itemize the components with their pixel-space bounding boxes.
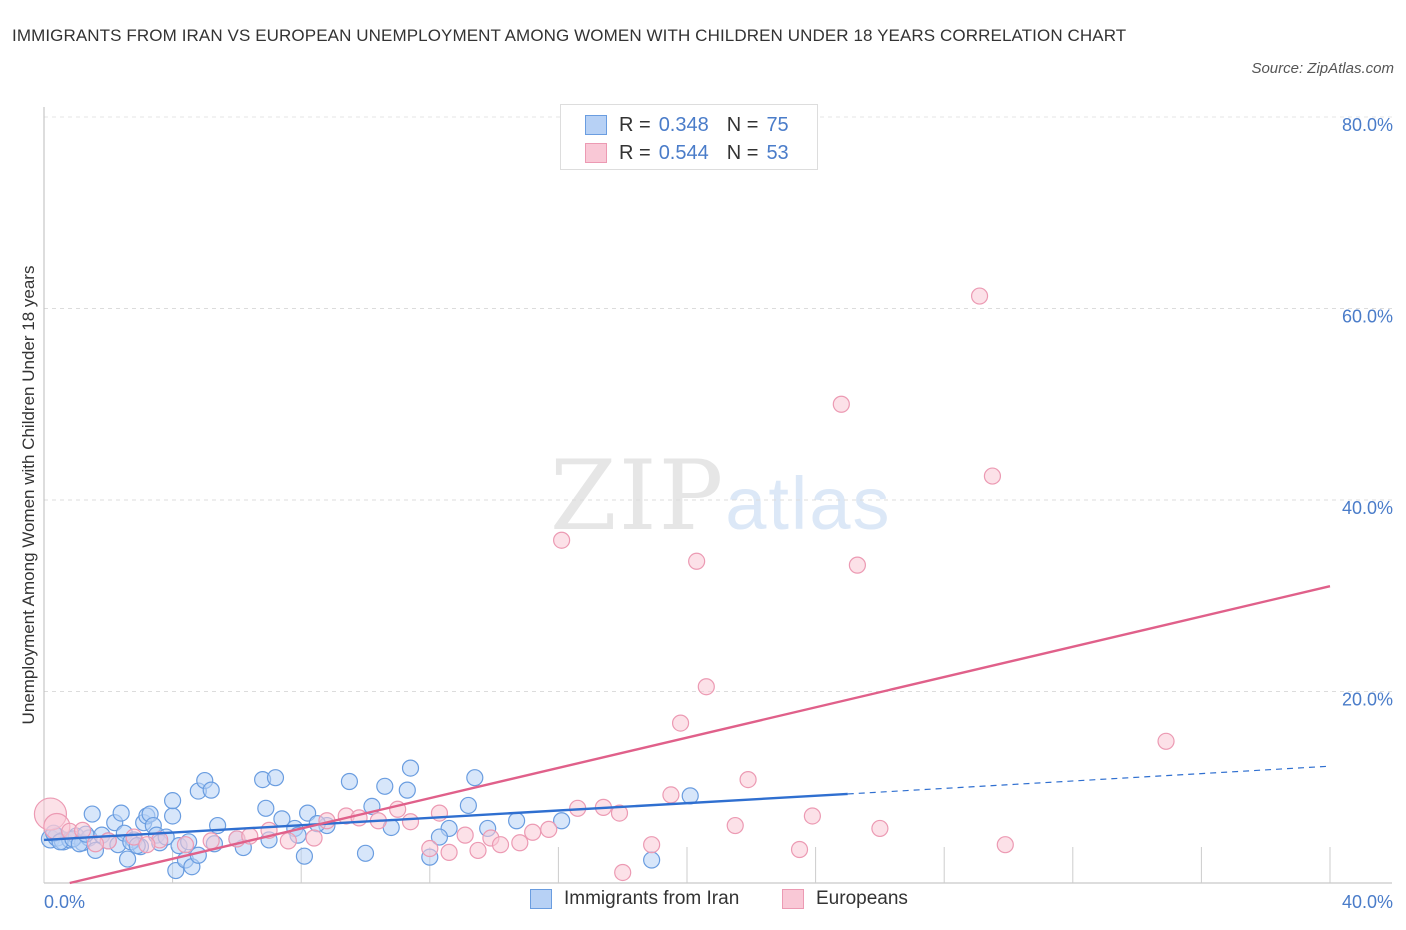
europeans-point <box>614 863 632 882</box>
europeans-point <box>176 836 195 854</box>
europeans-point <box>138 836 156 854</box>
europeans-point <box>469 841 487 860</box>
iran-point <box>459 796 477 815</box>
source-credit: Source: ZipAtlas.com <box>1251 60 1394 77</box>
chart-title: IMMIGRANTS FROM IRAN VS EUROPEAN UNEMPLO… <box>12 26 1127 45</box>
europeans-trend-line <box>69 585 1331 885</box>
euro-swatch-icon <box>585 143 607 163</box>
legend-n-label: N = <box>726 113 759 136</box>
y-tick-label: 20.0% <box>1342 690 1393 710</box>
legend-r-label: R = <box>619 141 651 164</box>
iran-point <box>553 812 571 830</box>
europeans-point <box>279 832 297 850</box>
legend-r-label: R = <box>619 113 651 136</box>
tick-labels: 20.0% 40.0% 60.0% 80.0% 0.0% 40.0% <box>44 115 1393 912</box>
iran-trend-line <box>43 792 848 842</box>
europeans-point <box>305 829 323 847</box>
europeans-point <box>456 826 474 844</box>
europeans-point <box>524 823 542 841</box>
iran-point <box>376 777 394 795</box>
europeans-point <box>697 678 715 696</box>
europeans-point <box>803 807 821 825</box>
y-tick-label: 40.0% <box>1342 498 1393 518</box>
iran-point <box>466 769 484 787</box>
europeans-point <box>671 714 690 732</box>
europeans-point <box>610 804 629 822</box>
iran-swatch-icon <box>585 115 607 135</box>
europeans-point <box>553 531 571 549</box>
legend-r-value: 0.544 <box>658 141 709 164</box>
europeans-point <box>86 835 105 853</box>
europeans-point <box>790 840 809 859</box>
legend-n-label: N = <box>726 141 759 164</box>
europeans-point <box>871 819 889 838</box>
watermark-atlas: atlas <box>725 462 892 545</box>
europeans-point <box>739 770 757 789</box>
iran-point <box>167 861 185 880</box>
iran-point <box>299 804 317 822</box>
y-tick-label: 60.0% <box>1342 307 1393 327</box>
watermark: ZIPatlas <box>550 440 892 552</box>
europeans-point <box>421 839 439 858</box>
iran-point <box>112 804 130 822</box>
x-tick-label: 40.0% <box>1342 892 1393 912</box>
europeans-point <box>970 287 989 305</box>
trend-lines <box>43 585 1331 885</box>
iran-point <box>356 844 375 862</box>
europeans-point <box>832 395 850 413</box>
iran-point <box>164 792 182 810</box>
iran-point <box>118 850 137 868</box>
iran-point <box>430 828 449 846</box>
europeans-point <box>350 809 368 827</box>
bottom-legend-euro-label: Europeans <box>816 888 908 909</box>
europeans-point <box>491 836 510 854</box>
iran-point <box>295 847 314 865</box>
europeans-point <box>73 821 92 839</box>
bottom-legend-europeans: Europeans <box>782 888 908 910</box>
iran-point <box>643 851 661 869</box>
iran-point <box>398 781 416 799</box>
iran-point <box>340 772 359 791</box>
europeans-point <box>401 813 420 831</box>
iran-point <box>202 781 220 799</box>
bottom-legend-iran: Immigrants from Iran <box>530 888 739 910</box>
watermark-zip: ZIP <box>550 440 726 552</box>
europeans-point <box>540 820 558 838</box>
europeans-point <box>983 467 1002 485</box>
iran-point <box>164 807 182 825</box>
x-tick-label: 0.0% <box>44 892 85 912</box>
europeans-point <box>1157 732 1175 750</box>
iran-points <box>40 759 699 880</box>
iran-point <box>83 805 101 823</box>
iran-trend-extension <box>847 765 1331 795</box>
iran-point <box>401 759 420 777</box>
grid-lines <box>44 116 1392 692</box>
legend-row-iran: R = 0.348 N = 75 <box>585 111 789 139</box>
europeans-point <box>662 786 680 804</box>
axes <box>43 107 1392 884</box>
europeans-point <box>848 556 866 574</box>
y-axis-label: Unemployment Among Women with Children U… <box>19 266 38 725</box>
bottom-legend-iran-label: Immigrants from Iran <box>564 888 740 909</box>
europeans-point <box>688 552 706 570</box>
iran-point <box>257 799 275 817</box>
europeans-point <box>125 828 143 846</box>
iran-point <box>266 769 285 787</box>
legend-row-europeans: R = 0.544 N = 53 <box>585 139 789 167</box>
europeans-point <box>511 834 529 852</box>
europeans-point <box>202 832 220 850</box>
iran-point <box>508 812 526 830</box>
europeans-point <box>996 836 1014 854</box>
europeans-point <box>440 843 458 861</box>
y-tick-label: 80.0% <box>1342 115 1393 135</box>
euro-points <box>33 287 1175 882</box>
legend-n-value: 75 <box>766 113 789 136</box>
legend-r-value: 0.348 <box>658 113 709 136</box>
legend: R = 0.348 N = 75 R = 0.544 N = 53 <box>560 104 818 170</box>
europeans-point <box>726 816 744 835</box>
europeans-point <box>643 836 661 854</box>
euro-swatch-icon <box>782 889 804 909</box>
legend-n-value: 53 <box>766 141 789 164</box>
iran-swatch-icon <box>530 889 552 909</box>
